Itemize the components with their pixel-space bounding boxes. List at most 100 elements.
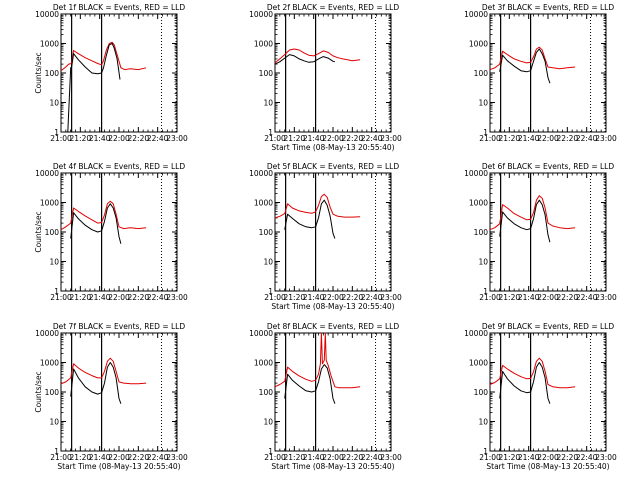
x-axis-label: Start Time (08-May-13 20:55:40) [271,302,394,311]
events-series-line [284,199,336,239]
x-tick-label: 21:20 [70,134,92,143]
x-tick-label: 21:00 [264,293,286,302]
y-tick-label: 100 [474,69,489,78]
chart-panel-8: Det 8f BLACK = Events, RED = LLD 1 10 100 10… [249,322,402,471]
x-tick-label: 23:00 [380,134,402,143]
x-tick-label: 23:00 [595,453,617,462]
y-tick-label: 1000 [254,40,273,49]
x-tick-label: 21:40 [303,453,325,462]
x-axis-label: Start Time (08-May-13 20:55:40) [271,143,394,152]
x-tick-label: 23:00 [166,134,188,143]
events-series-line [67,43,121,133]
y-tick-label: 1000 [40,40,59,49]
chart-title: Det 7f BLACK = Events, RED = LLD [53,322,186,331]
x-tick-label: 22:20 [342,134,364,143]
x-tick-label: 21:40 [89,293,111,302]
x-tick-label: 21:00 [264,134,286,143]
x-tick-label: 22:20 [342,453,364,462]
x-tick-label: 21:20 [284,293,306,302]
lld-series-line [60,200,147,231]
plot-frame [274,13,392,133]
lld-series-line [274,332,361,389]
lld-series-line [60,41,147,72]
y-tick-label: 10 [49,418,59,427]
y-tick-label: 10 [263,418,273,427]
x-tick-label: 21:00 [479,134,501,143]
chart-title: Det 6f BLACK = Events, RED = LLD [482,162,615,171]
x-tick-label: 22:00 [537,293,559,302]
lld-series-line [60,357,147,385]
chart-panel-5: Det 5f BLACK = Events, RED = LLD 1 10 100 10… [249,162,402,311]
x-tick-label: 22:20 [128,293,150,302]
x-axis-label: Start Time (08-May-13 20:55:40) [57,462,180,471]
events-series-line [284,364,336,404]
lld-series-line [489,46,576,71]
events-series-line [499,362,551,404]
y-tick-label: 1000 [254,359,273,368]
y-tick-label: 10 [49,258,59,267]
x-tick-label: 22:00 [322,453,344,462]
x-tick-label: 22:00 [108,134,130,143]
y-axis-label: Counts/sec [34,52,43,93]
y-tick-label: 100 [474,228,489,237]
x-tick-label: 22:40 [361,134,383,143]
y-tick-label: 1 [268,447,273,456]
x-tick-label: 21:20 [499,453,521,462]
events-series-line [499,48,551,84]
y-tick-label: 10 [263,258,273,267]
x-tick-label: 22:40 [147,293,169,302]
y-tick-label: 100 [474,388,489,397]
x-tick-label: 21:00 [264,453,286,462]
x-tick-label: 21:00 [50,453,72,462]
x-tick-label: 22:40 [576,453,598,462]
x-tick-label: 21:20 [70,453,92,462]
y-tick-label: 100 [45,69,60,78]
y-tick-label: 10 [478,418,488,427]
y-tick-label: 10000 [249,329,273,338]
x-tick-label: 21:00 [50,293,72,302]
x-tick-label: 21:40 [518,453,540,462]
x-tick-label: 22:20 [557,293,579,302]
x-tick-label: 22:40 [361,453,383,462]
lld-series-line [489,357,576,389]
chart-title: Det 5f BLACK = Events, RED = LLD [267,162,400,171]
y-tick-label: 100 [259,69,274,78]
events-series-line [70,362,122,404]
x-tick-label: 21:00 [479,453,501,462]
plot-frame [274,332,392,452]
y-axis-label: Counts/sec [34,371,43,412]
y-tick-label: 1 [54,128,59,137]
lld-series-line [274,48,361,64]
y-tick-label: 10000 [464,10,488,19]
x-tick-label: 22:40 [147,453,169,462]
y-tick-label: 1 [268,128,273,137]
x-tick-label: 23:00 [595,293,617,302]
y-tick-label: 10000 [35,329,59,338]
x-tick-label: 23:00 [166,293,188,302]
x-tick-label: 22:00 [108,453,130,462]
plot-frame [60,172,178,292]
chart-panel-4: Det 4f BLACK = Events, RED = LLD 1 10 100 10… [34,162,188,302]
chart-title: Det 8f BLACK = Events, RED = LLD [267,322,400,331]
y-tick-label: 10000 [249,169,273,178]
y-tick-label: 1 [483,447,488,456]
y-tick-label: 10000 [35,169,59,178]
chart-title: Det 2f BLACK = Events, RED = LLD [267,3,400,12]
y-tick-label: 10000 [35,10,59,19]
y-tick-label: 1000 [254,199,273,208]
x-tick-label: 23:00 [380,453,402,462]
chart-title: Det 4f BLACK = Events, RED = LLD [53,162,186,171]
y-tick-label: 10 [49,99,59,108]
x-tick-label: 22:40 [361,293,383,302]
y-tick-label: 10 [478,258,488,267]
y-tick-label: 1 [54,287,59,296]
x-tick-label: 21:00 [479,293,501,302]
y-tick-label: 10 [478,99,488,108]
chart-title: Det 1f BLACK = Events, RED = LLD [53,3,186,12]
y-tick-label: 1 [54,447,59,456]
y-tick-label: 100 [259,388,274,397]
chart-panel-3: Det 3f BLACK = Events, RED = LLD 1 10 100 10… [464,3,617,143]
x-tick-label: 21:20 [499,293,521,302]
events-series-line [499,199,551,243]
